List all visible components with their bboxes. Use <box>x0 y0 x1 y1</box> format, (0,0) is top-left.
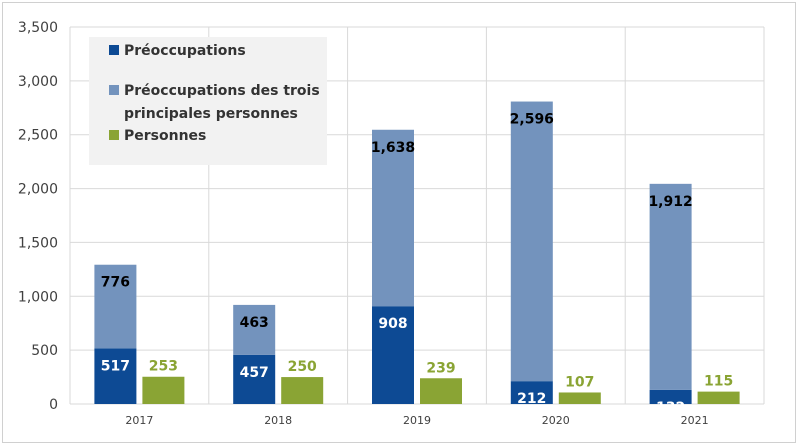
bar-personnes-2017 <box>142 376 185 404</box>
chart-frame <box>2 2 796 443</box>
legend-item-preoccupations-trois-swatch <box>109 85 119 95</box>
bar-preoccupations-trois-2021 <box>649 183 692 390</box>
legend-box <box>89 37 327 165</box>
data-label-personnes: 253 <box>149 359 178 375</box>
data-label-preoccupations: 212 <box>517 391 546 407</box>
data-label-preoccupations: 908 <box>378 316 407 332</box>
y-tick-label: 0 <box>49 397 58 413</box>
data-label-preoccupations-trois: 1,912 <box>648 194 692 210</box>
x-tick-label: 2021 <box>681 414 709 427</box>
y-tick-label: 1,500 <box>18 235 58 251</box>
bar-preoccupations-2020 <box>510 381 553 404</box>
y-tick-label: 2,000 <box>18 182 58 198</box>
data-label-preoccupations-trois: 776 <box>101 275 130 291</box>
bar-personnes-2020 <box>558 392 601 404</box>
bar-preoccupations-2017 <box>94 348 137 404</box>
bar-preoccupations-2018 <box>233 354 276 404</box>
bar-preoccupations-trois-2018 <box>233 304 276 355</box>
y-tick-label: 3,500 <box>18 20 58 36</box>
x-tick-label: 2017 <box>125 414 153 427</box>
x-tick-label: 2020 <box>542 414 570 427</box>
legend-item-preoccupations-swatch <box>109 45 119 55</box>
data-label-personnes: 115 <box>704 374 733 390</box>
x-tick-label: 2019 <box>403 414 431 427</box>
legend-item-preoccupations-label: Préoccupations <box>124 43 246 59</box>
data-label-preoccupations: 517 <box>101 358 130 374</box>
bar-preoccupations-trois-2017 <box>94 264 137 349</box>
data-label-personnes: 107 <box>565 374 594 390</box>
data-label-personnes: 239 <box>426 360 455 376</box>
bar-personnes-2021 <box>697 391 740 404</box>
data-label-preoccupations-trois: 2,596 <box>510 112 554 128</box>
y-tick-label: 2,500 <box>18 128 58 144</box>
y-tick-label: 3,000 <box>18 74 58 90</box>
bar-preoccupations-trois-2019 <box>372 129 414 307</box>
legend-item-preoccupations-trois-label: principales personnes <box>124 106 298 122</box>
bar-personnes-2018 <box>281 377 324 404</box>
data-label-preoccupations-trois: 1,638 <box>371 140 415 156</box>
legend-item-personnes-label: Personnes <box>124 128 206 144</box>
legend-item-personnes-swatch <box>109 130 119 140</box>
legend-item-preoccupations-trois-label: Préoccupations des trois <box>124 83 320 99</box>
bar-preoccupations-2019 <box>372 306 414 404</box>
data-label-preoccupations-trois: 463 <box>240 315 269 331</box>
data-label-personnes: 250 <box>288 359 317 375</box>
y-tick-label: 1,000 <box>18 289 58 305</box>
bar-preoccupations-trois-2020 <box>510 101 553 382</box>
x-tick-label: 2018 <box>264 414 292 427</box>
data-label-preoccupations: 132 <box>656 400 685 416</box>
data-label-preoccupations: 457 <box>240 365 269 381</box>
y-tick-label: 500 <box>31 343 58 359</box>
bar-preoccupations-2021 <box>649 389 692 404</box>
bar-personnes-2019 <box>420 378 462 404</box>
